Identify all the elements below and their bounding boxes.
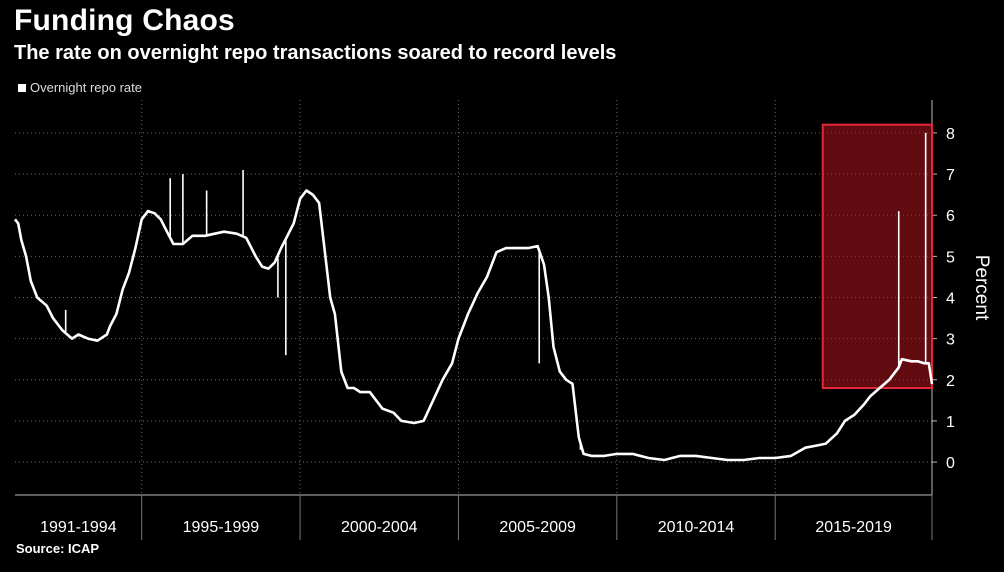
x-tick-label: 2005-2009 xyxy=(499,519,576,536)
highlight-box xyxy=(821,123,934,390)
x-tick-label: 2015-2019 xyxy=(815,519,892,536)
y-tick-label: 4 xyxy=(946,291,955,308)
x-tick-label: 2000-2004 xyxy=(341,519,418,536)
x-tick-label: 1991-1994 xyxy=(40,519,117,536)
x-tick-label: 2010-2014 xyxy=(658,519,735,536)
x-tick-label: 1995-1999 xyxy=(183,519,260,536)
chart-subtitle: The rate on overnight repo transactions … xyxy=(14,42,617,64)
y-tick-label: 6 xyxy=(946,208,955,225)
series-line xyxy=(13,189,934,462)
legend: Overnight repo rate xyxy=(18,80,142,95)
y-tick-label: 1 xyxy=(946,414,955,431)
y-tick-label: 0 xyxy=(946,455,955,472)
y-axis-title: Percent xyxy=(971,255,992,321)
y-tick-label: 8 xyxy=(946,126,955,143)
source-note: Source: ICAP xyxy=(16,541,100,556)
legend-label: Overnight repo rate xyxy=(30,80,143,95)
y-tick-label: 7 xyxy=(946,167,955,184)
y-tick-label: 2 xyxy=(946,373,955,390)
legend-swatch xyxy=(18,83,26,92)
y-tick-label: 3 xyxy=(946,332,955,349)
y-tick-label: 5 xyxy=(946,249,955,266)
chart-title: Funding Chaos xyxy=(14,4,235,37)
